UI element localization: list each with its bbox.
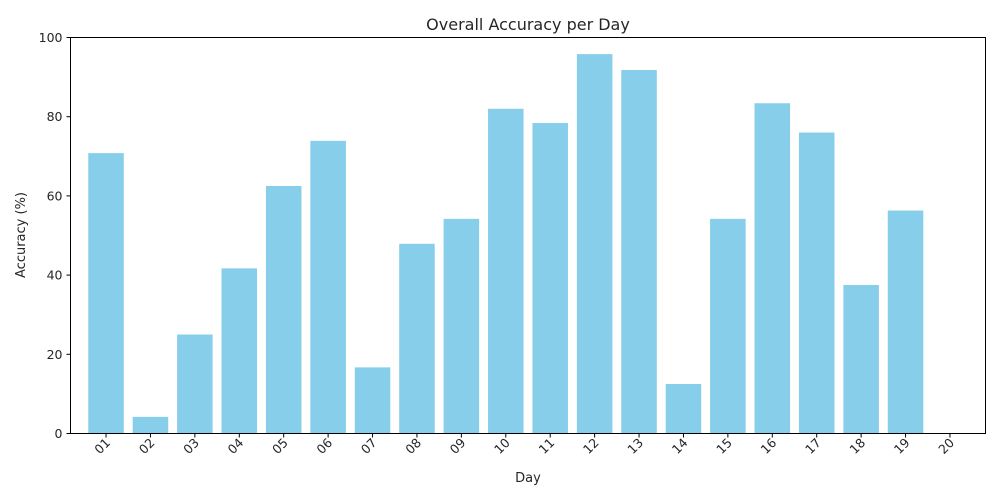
bars-group xyxy=(88,54,924,434)
x-tick-label: 06 xyxy=(313,435,335,457)
bar-02 xyxy=(132,416,169,434)
x-tick-label: 10 xyxy=(491,435,513,457)
x-tick-label: 20 xyxy=(935,435,957,457)
bar-15 xyxy=(710,218,746,434)
plot-frame xyxy=(70,37,986,434)
x-tick-label: 09 xyxy=(447,435,469,457)
x-tick-label: 16 xyxy=(758,435,780,457)
y-tick-label: 0 xyxy=(55,426,63,441)
bar-08 xyxy=(399,243,435,434)
bar-18 xyxy=(843,285,879,434)
x-tick-label: 03 xyxy=(180,435,202,457)
y-tick-label: 60 xyxy=(47,188,63,203)
bar-07 xyxy=(354,367,391,434)
chart-title: Overall Accuracy per Day xyxy=(426,15,630,34)
x-tick-label: 02 xyxy=(136,435,158,457)
x-tick-label: 04 xyxy=(225,435,247,457)
x-tick-label: 17 xyxy=(802,435,824,457)
bar-05 xyxy=(265,186,302,434)
y-tick-label: 40 xyxy=(47,268,63,283)
bar-01 xyxy=(88,153,124,434)
x-tick-label: 01 xyxy=(91,435,113,457)
x-tick-label: 07 xyxy=(358,435,380,457)
x-tick-label: 18 xyxy=(846,435,868,457)
x-tick-label: 11 xyxy=(535,435,557,457)
bar-17 xyxy=(798,132,835,434)
x-axis-label: Day xyxy=(515,471,541,486)
bar-13 xyxy=(621,69,657,434)
bar-16 xyxy=(754,103,791,434)
bar-03 xyxy=(177,334,213,434)
x-axis-ticks: 01 02 03 04 05 06 07 08 09 10 11 12 13 14 15 16 17 18 19 20 xyxy=(91,433,957,457)
bar-04 xyxy=(221,268,258,434)
bar-10 xyxy=(488,108,524,434)
y-tick-label: 20 xyxy=(47,347,63,362)
x-tick-label: 08 xyxy=(402,435,424,457)
x-tick-label: 13 xyxy=(624,435,646,457)
bar-19 xyxy=(887,210,924,434)
bar-11 xyxy=(532,123,568,434)
bar-09 xyxy=(443,218,480,434)
x-tick-label: 15 xyxy=(713,435,735,457)
x-tick-label: 12 xyxy=(580,435,602,457)
x-tick-label: 19 xyxy=(891,435,913,457)
bar-14 xyxy=(665,384,702,434)
bar-12 xyxy=(576,54,613,434)
y-axis-ticks: 0 20 40 60 80 100 xyxy=(39,30,71,441)
y-tick-label: 80 xyxy=(47,109,63,124)
y-axis-label: Accuracy (%) xyxy=(14,192,29,278)
x-tick-label: 14 xyxy=(669,435,691,457)
x-tick-label: 05 xyxy=(269,435,291,457)
bar-06 xyxy=(310,140,346,434)
y-tick-label: 100 xyxy=(39,30,63,45)
